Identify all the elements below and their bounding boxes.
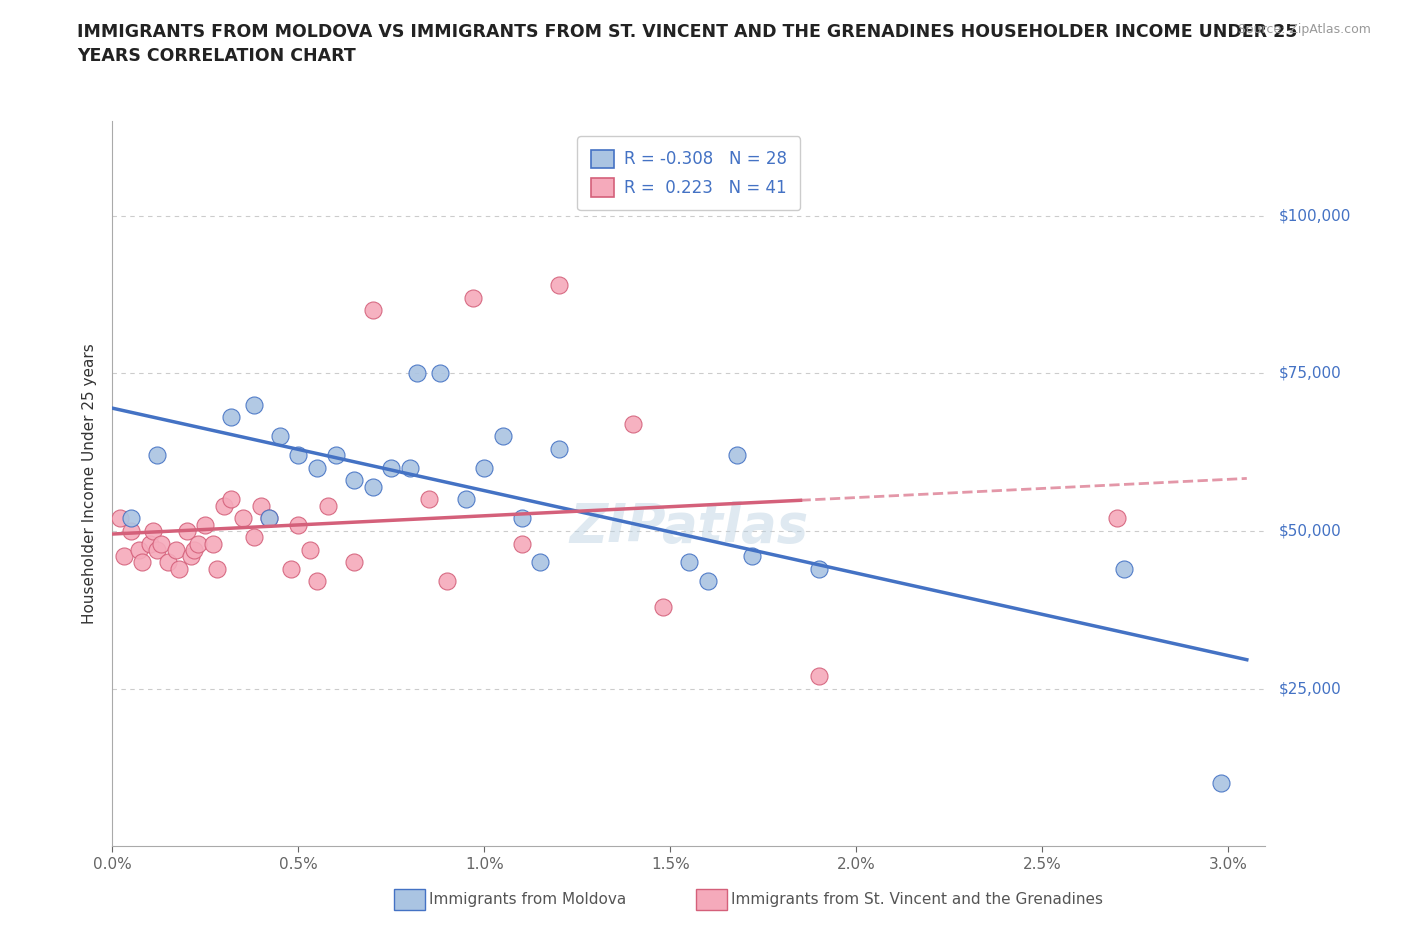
Point [120, 511, 142, 525]
Point [280, 562, 302, 577]
Point [149, 536, 172, 551]
Point [510, 511, 533, 525]
Point [257, 511, 280, 525]
Point [380, 460, 402, 475]
Point [316, 498, 339, 513]
Point [120, 524, 142, 538]
Point [187, 536, 209, 551]
Point [250, 498, 273, 513]
Point [212, 498, 235, 513]
Text: $75,000: $75,000 [1279, 365, 1341, 380]
Point [725, 447, 748, 462]
Point [361, 302, 384, 317]
Point [529, 555, 551, 570]
Point [474, 460, 496, 475]
Point [463, 290, 485, 305]
Point [183, 542, 205, 557]
Text: Source: ZipAtlas.com: Source: ZipAtlas.com [1237, 23, 1371, 36]
Point [1112, 562, 1135, 577]
Point [547, 442, 569, 457]
Point [406, 365, 429, 380]
Point [169, 562, 191, 577]
Point [436, 574, 458, 589]
Point [399, 460, 422, 475]
Point [194, 517, 217, 532]
Point [221, 410, 243, 425]
Point [651, 599, 673, 614]
Point [243, 397, 266, 412]
Point [343, 473, 366, 488]
Point [108, 511, 131, 525]
Text: Immigrants from St. Vincent and the Grenadines: Immigrants from St. Vincent and the Gren… [731, 892, 1104, 907]
Point [131, 555, 153, 570]
Point [361, 479, 384, 494]
Point [1209, 776, 1232, 790]
Text: $100,000: $100,000 [1279, 208, 1351, 223]
Point [257, 511, 280, 525]
Point [128, 542, 150, 557]
Legend: R = -0.308   N = 28, R =  0.223   N = 41: R = -0.308 N = 28, R = 0.223 N = 41 [578, 137, 800, 210]
Point [232, 511, 254, 525]
Point [808, 669, 831, 684]
Point [269, 429, 291, 444]
Point [243, 530, 266, 545]
Point [146, 447, 169, 462]
Point [146, 542, 169, 557]
Point [621, 417, 644, 432]
Point [165, 542, 187, 557]
Point [142, 524, 165, 538]
Point [112, 549, 135, 564]
Text: IMMIGRANTS FROM MOLDOVA VS IMMIGRANTS FROM ST. VINCENT AND THE GRENADINES HOUSEH: IMMIGRANTS FROM MOLDOVA VS IMMIGRANTS FR… [77, 23, 1298, 65]
Point [741, 549, 763, 564]
Point [492, 429, 515, 444]
Text: $50,000: $50,000 [1279, 524, 1341, 538]
Point [808, 562, 831, 577]
Point [547, 277, 569, 292]
Text: $25,000: $25,000 [1279, 681, 1341, 696]
Point [221, 492, 243, 507]
Text: Immigrants from Moldova: Immigrants from Moldova [429, 892, 626, 907]
Point [201, 536, 224, 551]
Point [696, 574, 718, 589]
Point [510, 536, 533, 551]
Point [157, 555, 180, 570]
Point [287, 447, 309, 462]
Y-axis label: Householder Income Under 25 years: Householder Income Under 25 years [82, 343, 97, 624]
Point [298, 542, 321, 557]
Point [343, 555, 366, 570]
Point [176, 524, 198, 538]
Point [325, 447, 347, 462]
Point [429, 365, 451, 380]
Point [454, 492, 477, 507]
Text: ZIPatlas: ZIPatlas [569, 501, 808, 553]
Point [138, 536, 160, 551]
Point [1105, 511, 1128, 525]
Point [287, 517, 309, 532]
Point [305, 574, 328, 589]
Point [305, 460, 328, 475]
Point [205, 562, 228, 577]
Point [678, 555, 700, 570]
Point [180, 549, 202, 564]
Point [418, 492, 440, 507]
